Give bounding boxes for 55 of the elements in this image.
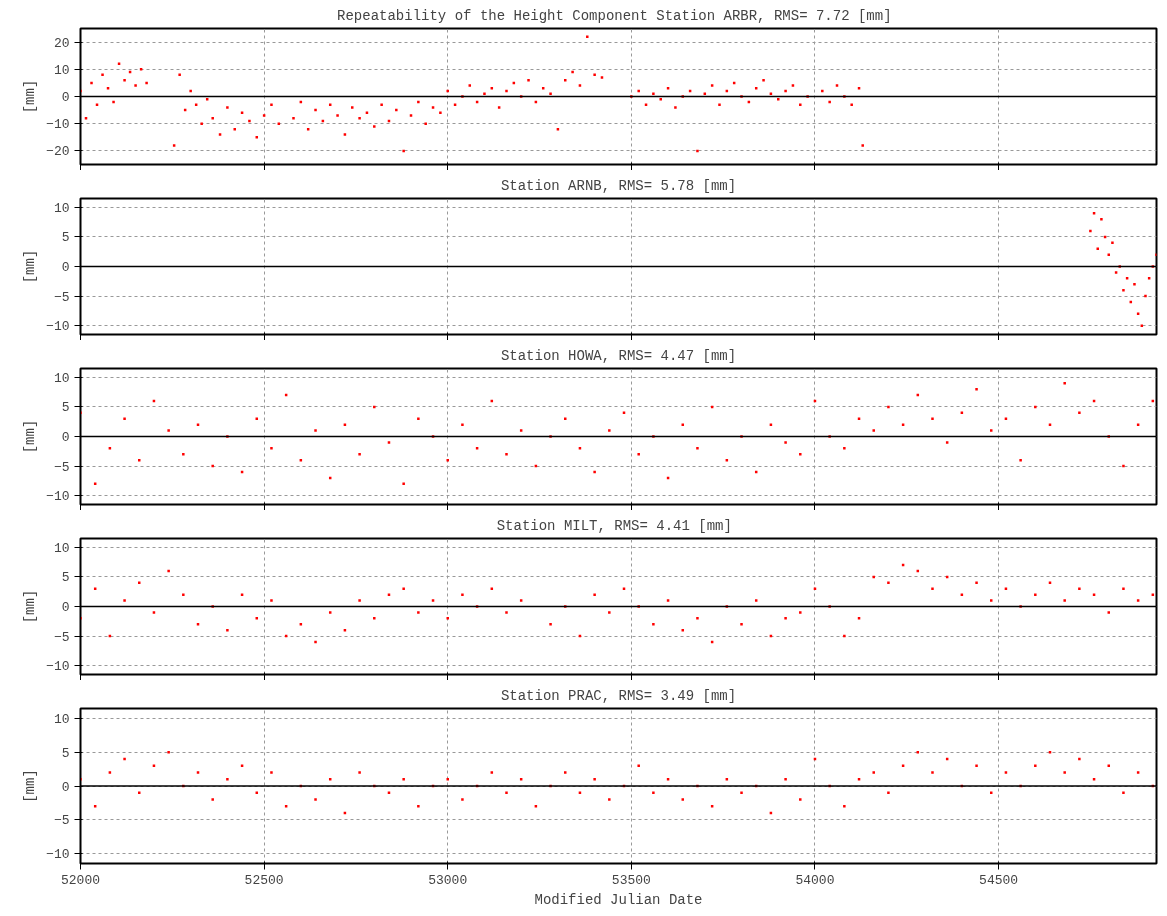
y-axis-title: [mm] bbox=[22, 79, 39, 114]
y-tick-label: 5 bbox=[61, 230, 70, 246]
x-tick-label: 54500 bbox=[979, 872, 1019, 888]
point bbox=[1140, 324, 1144, 327]
y-tick-label: 20 bbox=[53, 35, 70, 51]
point bbox=[1100, 217, 1103, 221]
y-tick-label: 5 bbox=[61, 745, 70, 761]
point bbox=[1096, 247, 1099, 251]
point bbox=[1122, 288, 1125, 292]
y-tick-label: 10 bbox=[53, 540, 70, 556]
y-tick-label: 10 bbox=[53, 200, 70, 216]
y-tick-label: −10 bbox=[46, 117, 70, 133]
chart-title: Station MILT, RMS= 4.41 [mm] bbox=[496, 517, 732, 534]
point bbox=[1111, 241, 1114, 245]
chart-title: Station PRAC, RMS= 3.49 [mm] bbox=[500, 687, 737, 704]
y-tick-label: 10 bbox=[53, 370, 70, 386]
y-tick-label: −5 bbox=[53, 813, 70, 829]
y-tick-label: 0 bbox=[61, 90, 70, 105]
y-axis-title: [mm] bbox=[22, 769, 39, 803]
y-tick-label: −10 bbox=[46, 846, 70, 862]
y-tick-label: 0 bbox=[61, 430, 70, 445]
y-tick-label: −5 bbox=[53, 289, 70, 305]
point bbox=[1107, 253, 1111, 256]
y-axis-title: [mm] bbox=[22, 249, 39, 284]
y-tick-label: −20 bbox=[46, 144, 70, 160]
y-tick-label: −5 bbox=[53, 629, 70, 645]
point bbox=[1144, 294, 1147, 298]
chart-title: Repeatability of the Height Component Station ARBR, RMS= 7.72 [mm] bbox=[337, 7, 892, 24]
y-tick-label: −10 bbox=[46, 319, 70, 335]
chart-title: Station HOWA, RMS= 4.47 [mm] bbox=[500, 347, 737, 364]
y-tick-label: −10 bbox=[46, 489, 70, 505]
x-tick-label: 52000 bbox=[61, 872, 101, 888]
y-tick-label: 10 bbox=[53, 62, 70, 78]
y-tick-label: 0 bbox=[61, 260, 70, 275]
y-tick-label: 5 bbox=[61, 570, 70, 586]
point bbox=[1125, 277, 1129, 280]
y-tick-label: −10 bbox=[46, 659, 70, 675]
x-tick-label: 52500 bbox=[244, 872, 284, 888]
y-axis-title: [mm] bbox=[22, 589, 39, 624]
point bbox=[1114, 271, 1118, 274]
x-tick-label: 54000 bbox=[795, 872, 835, 888]
y-tick-label: −5 bbox=[53, 459, 70, 475]
chart-title: Station ARNB, RMS= 5.78 [mm] bbox=[500, 177, 737, 194]
y-tick-label: 0 bbox=[61, 600, 70, 615]
x-tick-label: 53000 bbox=[428, 872, 468, 888]
point bbox=[1092, 212, 1096, 215]
y-tick-label: 5 bbox=[61, 400, 70, 416]
point bbox=[1089, 229, 1092, 233]
point bbox=[1133, 282, 1136, 286]
y-tick-label: 0 bbox=[61, 779, 70, 795]
x-tick-label: 53500 bbox=[611, 872, 651, 888]
point bbox=[1147, 277, 1151, 280]
y-tick-label: 10 bbox=[53, 712, 70, 728]
x-axis-title: Modified Julian Date bbox=[534, 891, 703, 908]
y-axis-title: [mm] bbox=[22, 419, 39, 454]
